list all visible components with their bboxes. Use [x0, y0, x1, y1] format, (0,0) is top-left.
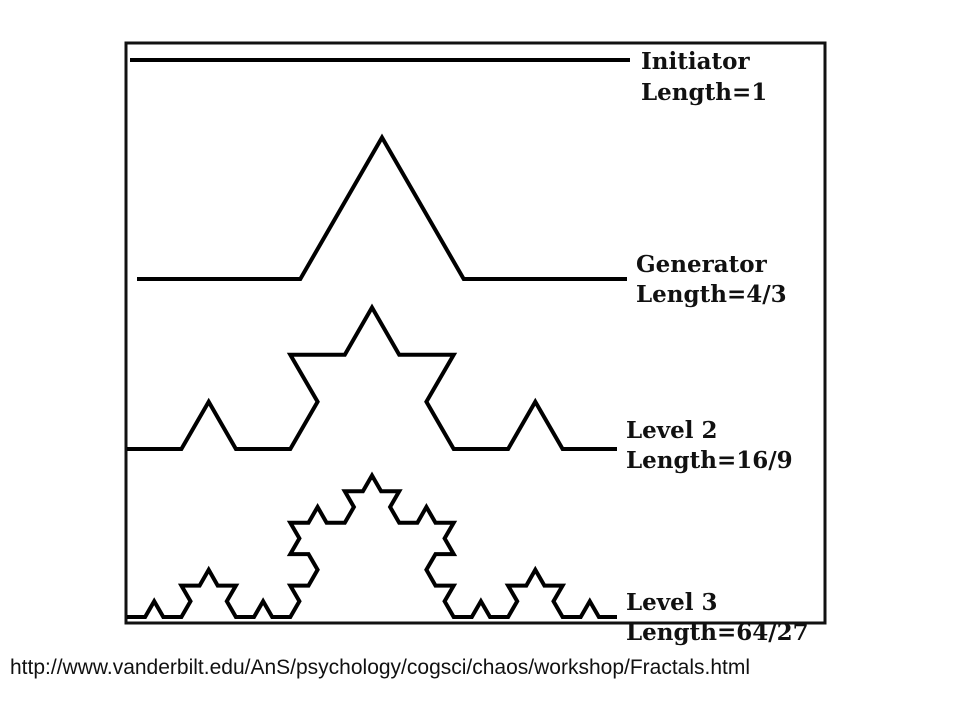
level-3-label: Level 3	[626, 589, 718, 616]
initiator-length-label: Length=1	[641, 79, 767, 106]
level-2-label: Level 2	[626, 417, 718, 444]
level-3-length-label: Length=64/27	[626, 619, 809, 646]
generator-length-label: Length=4/3	[636, 281, 787, 308]
generator-curve	[137, 133, 627, 281]
generator-label: Generator	[636, 251, 768, 278]
level-3-curve	[127, 471, 617, 619]
source-url-caption: http://www.vanderbilt.edu/AnS/psychology…	[10, 656, 751, 679]
figure-frame	[124, 41, 827, 625]
level-2-curve	[127, 303, 617, 451]
level-2-length-label: Length=16/9	[626, 447, 793, 474]
initiator-label: Initiator	[641, 48, 750, 75]
